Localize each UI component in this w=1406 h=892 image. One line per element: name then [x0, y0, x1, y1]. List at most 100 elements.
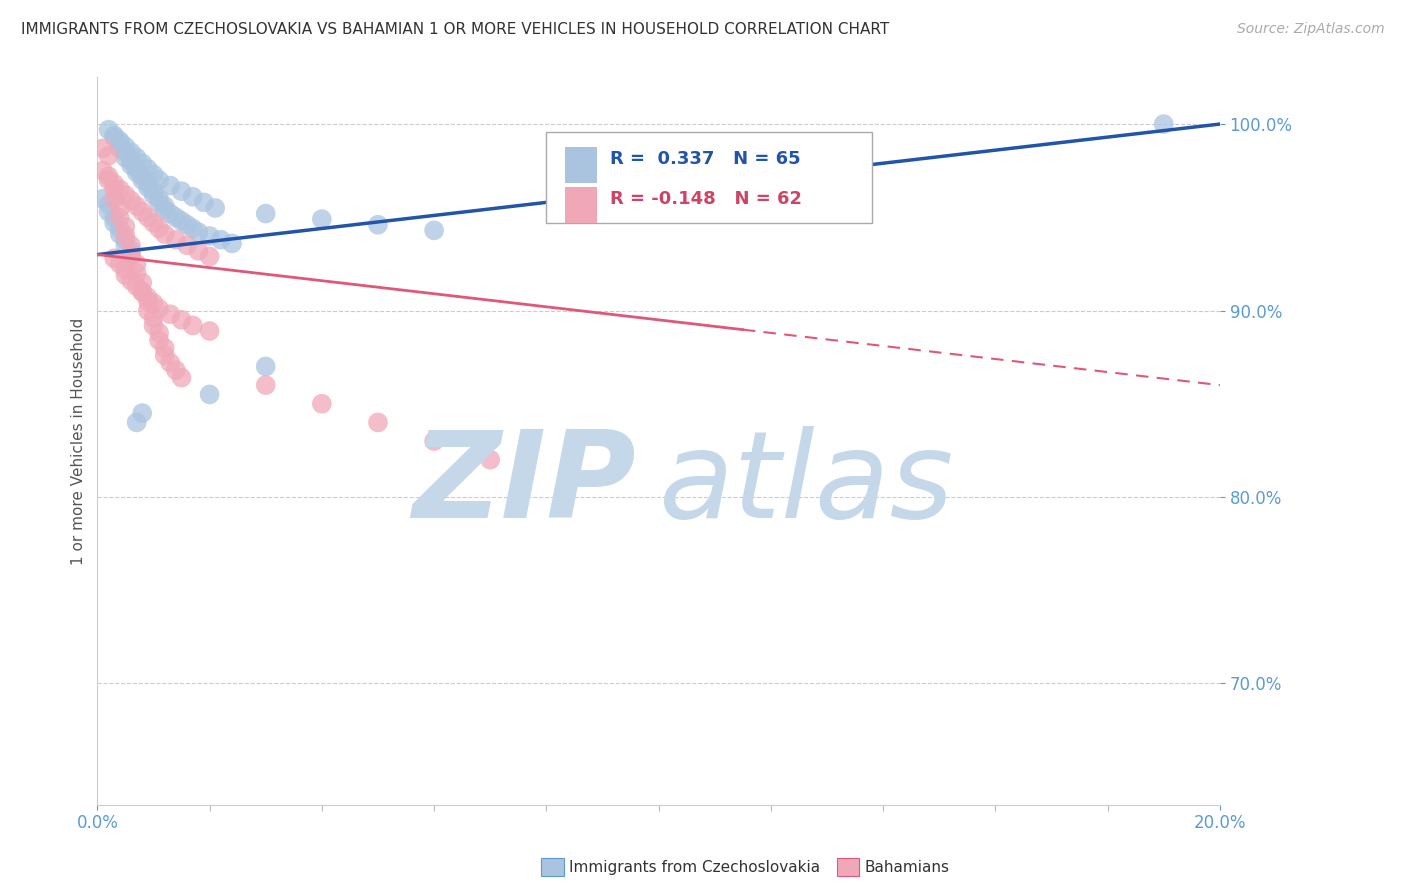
Point: [142, 216, 165, 230]
Point: [148, 334, 170, 348]
Point: [120, 247, 142, 261]
Point: [103, 128, 125, 143]
Point: [181, 318, 204, 333]
Point: [108, 141, 131, 155]
Point: [97, 122, 120, 136]
Point: [114, 262, 136, 277]
Point: [108, 134, 131, 148]
Point: [148, 195, 170, 210]
Point: [142, 184, 165, 198]
Point: [159, 356, 181, 370]
Text: ZIP: ZIP: [412, 426, 636, 543]
Point: [97, 204, 120, 219]
Point: [170, 184, 193, 198]
Point: [114, 151, 136, 165]
Point: [120, 250, 142, 264]
Point: [165, 363, 187, 377]
Point: [125, 279, 148, 293]
Point: [131, 285, 153, 299]
Point: [170, 214, 193, 228]
Point: [176, 238, 198, 252]
Point: [148, 173, 170, 187]
Point: [114, 268, 136, 282]
Point: [204, 201, 226, 215]
Point: [103, 130, 125, 145]
Point: [148, 301, 170, 316]
Bar: [565, 186, 598, 223]
Point: [136, 303, 159, 318]
Point: [153, 348, 176, 362]
Point: [120, 158, 142, 172]
Point: [142, 188, 165, 202]
Point: [153, 199, 176, 213]
Point: [125, 257, 148, 271]
Point: [142, 310, 165, 325]
Point: [1153, 117, 1175, 131]
Y-axis label: 1 or more Vehicles in Household: 1 or more Vehicles in Household: [72, 318, 86, 565]
Point: [114, 229, 136, 244]
Point: [103, 192, 125, 206]
Point: [181, 190, 204, 204]
Point: [125, 165, 148, 179]
Text: Immigrants from Czechoslovakia: Immigrants from Czechoslovakia: [569, 860, 821, 874]
Point: [120, 154, 142, 169]
Point: [198, 387, 221, 401]
Point: [120, 145, 142, 159]
Point: [108, 136, 131, 150]
Point: [136, 290, 159, 304]
Point: [153, 202, 176, 217]
Point: [131, 285, 153, 299]
Point: [142, 296, 165, 310]
Text: atlas: atlas: [658, 426, 955, 543]
Point: [254, 359, 277, 374]
Point: [181, 221, 204, 235]
Point: [209, 233, 232, 247]
Text: Source: ZipAtlas.com: Source: ZipAtlas.com: [1237, 22, 1385, 37]
Point: [91, 163, 114, 178]
Point: [367, 416, 389, 430]
Text: IMMIGRANTS FROM CZECHOSLOVAKIA VS BAHAMIAN 1 OR MORE VEHICLES IN HOUSEHOLD CORRE: IMMIGRANTS FROM CZECHOSLOVAKIA VS BAHAMI…: [21, 22, 890, 37]
Bar: [565, 146, 598, 183]
Point: [159, 307, 181, 321]
Point: [193, 195, 215, 210]
Point: [367, 218, 389, 232]
Point: [120, 244, 142, 258]
Point: [114, 188, 136, 202]
Point: [97, 197, 120, 211]
Point: [114, 233, 136, 247]
Point: [125, 161, 148, 176]
Text: R =  0.337   N = 65: R = 0.337 N = 65: [610, 150, 801, 168]
Point: [159, 206, 181, 220]
Point: [423, 493, 446, 508]
Point: [176, 218, 198, 232]
Point: [170, 370, 193, 384]
FancyBboxPatch shape: [547, 132, 872, 223]
Point: [131, 169, 153, 184]
Point: [97, 173, 120, 187]
Point: [142, 318, 165, 333]
Point: [136, 211, 159, 225]
Point: [148, 326, 170, 340]
Point: [131, 406, 153, 420]
Point: [136, 177, 159, 191]
Point: [153, 341, 176, 355]
Point: [131, 204, 153, 219]
Point: [187, 225, 209, 239]
Point: [97, 149, 120, 163]
Point: [148, 192, 170, 206]
Point: [311, 212, 333, 227]
Point: [142, 168, 165, 182]
Point: [108, 227, 131, 241]
Point: [136, 180, 159, 194]
Point: [311, 397, 333, 411]
Point: [170, 313, 193, 327]
Point: [198, 229, 221, 244]
Point: [131, 156, 153, 170]
Point: [97, 169, 120, 184]
Point: [148, 221, 170, 235]
Point: [103, 182, 125, 196]
Point: [479, 452, 502, 467]
Point: [103, 177, 125, 191]
Point: [221, 236, 243, 251]
Point: [423, 223, 446, 237]
